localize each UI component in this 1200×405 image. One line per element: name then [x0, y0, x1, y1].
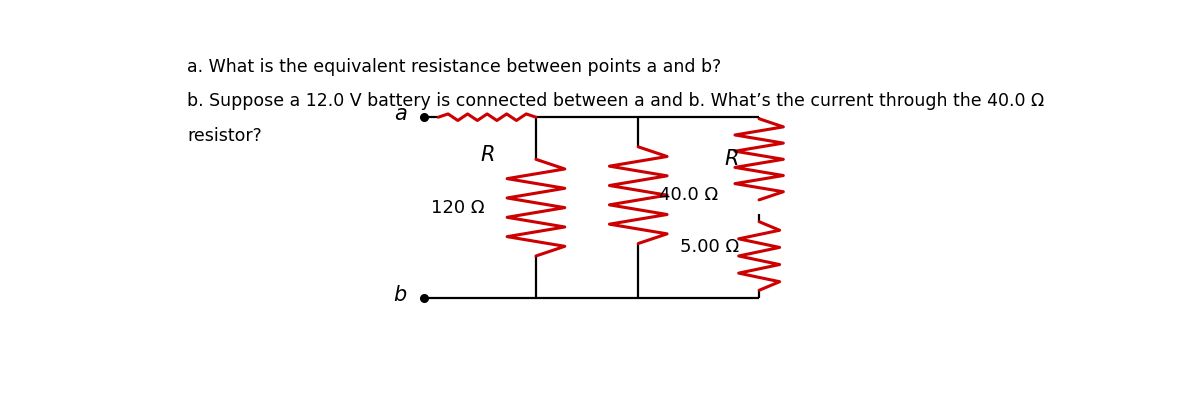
Text: 120 Ω: 120 Ω — [431, 198, 485, 217]
Text: resistor?: resistor? — [187, 126, 262, 145]
Text: $R$: $R$ — [480, 145, 494, 165]
Text: $b$: $b$ — [394, 285, 408, 305]
Text: b. Suppose a 12.0 V battery is connected between a and b. What’s the current thr: b. Suppose a 12.0 V battery is connected… — [187, 92, 1044, 110]
Text: a. What is the equivalent resistance between points a and b?: a. What is the equivalent resistance bet… — [187, 58, 721, 76]
Text: 5.00 Ω: 5.00 Ω — [679, 238, 739, 256]
Text: $a$: $a$ — [394, 104, 408, 124]
Text: 40.0 Ω: 40.0 Ω — [659, 186, 718, 204]
Text: $R$: $R$ — [724, 149, 739, 169]
